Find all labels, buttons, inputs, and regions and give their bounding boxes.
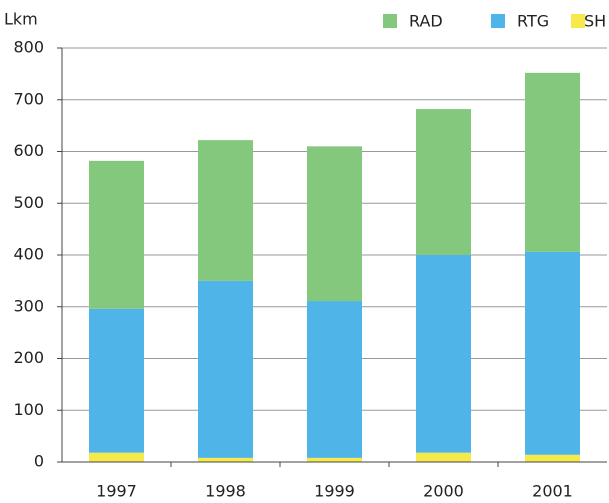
y-axis-label: Lkm [4, 10, 38, 29]
y-tick-label: 700 [13, 89, 44, 108]
bar-segment [307, 457, 362, 462]
y-tick-label: 800 [13, 38, 44, 57]
bar-segment [89, 452, 144, 462]
x-tick-label: 1998 [205, 482, 246, 501]
x-tick-label: 2001 [532, 482, 573, 501]
legend-label: RTG [517, 12, 549, 31]
y-tick-label: 300 [13, 296, 44, 315]
x-tick-label: 2000 [423, 482, 464, 501]
y-tick-label: 200 [13, 348, 44, 367]
bar-segment [89, 308, 144, 453]
bar-segment [198, 280, 253, 458]
bar-segment [525, 454, 580, 462]
bar-segment [416, 109, 471, 255]
x-tick-label: 1997 [96, 482, 137, 501]
y-tick-label: 0 [34, 452, 44, 471]
bar-segment [307, 301, 362, 458]
bar-segment [198, 140, 253, 281]
bar-segment [525, 251, 580, 455]
bar-segment [416, 255, 471, 453]
bar-segment [198, 457, 253, 462]
y-tick-label: 500 [13, 193, 44, 212]
y-tick-label: 400 [13, 245, 44, 264]
bar-segment [307, 146, 362, 302]
legend-label: RAD [409, 12, 443, 31]
bar-segment [525, 72, 580, 252]
legend-swatch [491, 14, 505, 28]
legend-label: SH [584, 12, 606, 31]
y-tick-label: 100 [13, 400, 44, 419]
x-tick-label: 1999 [314, 482, 355, 501]
legend-swatch [571, 14, 585, 28]
legend-swatch [383, 14, 397, 28]
y-tick-label: 600 [13, 141, 44, 160]
bar-segment [89, 160, 144, 309]
bar-segment [416, 452, 471, 462]
